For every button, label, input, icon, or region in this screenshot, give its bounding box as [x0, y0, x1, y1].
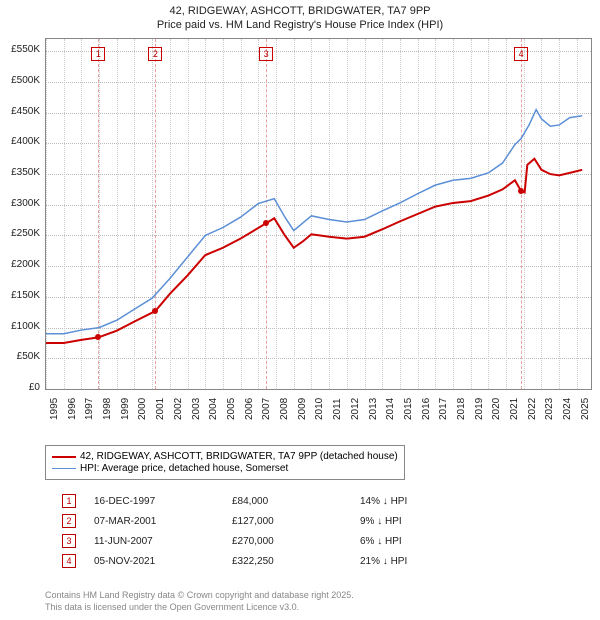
- x-axis-label: 2000: [137, 398, 148, 420]
- sale-date: 07-MAR-2001: [92, 512, 228, 530]
- x-axis-label: 1997: [84, 398, 95, 420]
- x-axis-label: 1996: [67, 398, 78, 420]
- x-axis-label: 2018: [456, 398, 467, 420]
- sale-row-marker: 2: [62, 514, 76, 528]
- x-axis-label: 2024: [562, 398, 573, 420]
- sale-row-marker: 3: [62, 534, 76, 548]
- table-row: 4 05-NOV-2021£322,25021% ↓ HPI: [60, 552, 421, 570]
- x-axis-label: 2010: [314, 398, 325, 420]
- y-axis-label: £300K: [0, 198, 40, 209]
- x-axis-label: 2013: [368, 398, 379, 420]
- y-axis-label: £350K: [0, 167, 40, 178]
- sale-date: 11-JUN-2007: [92, 532, 228, 550]
- x-axis-label: 1995: [49, 398, 60, 420]
- legend-swatch: [52, 456, 76, 458]
- sale-row-marker: 1: [62, 494, 76, 508]
- x-axis-label: 2023: [544, 398, 555, 420]
- chart-title-subtitle: Price paid vs. HM Land Registry's House …: [0, 18, 600, 32]
- legend-item: HPI: Average price, detached house, Some…: [52, 463, 398, 474]
- x-axis-label: 2004: [208, 398, 219, 420]
- x-axis-label: 2006: [244, 398, 255, 420]
- chart-title-address: 42, RIDGEWAY, ASHCOTT, BRIDGWATER, TA7 9…: [0, 4, 600, 18]
- footnote-line-2: This data is licensed under the Open Gov…: [45, 602, 590, 614]
- legend-label: 42, RIDGEWAY, ASHCOTT, BRIDGWATER, TA7 9…: [80, 451, 398, 462]
- sale-delta: 14% ↓ HPI: [358, 492, 421, 510]
- sale-date: 16-DEC-1997: [92, 492, 228, 510]
- sale-date: 05-NOV-2021: [92, 552, 228, 570]
- x-axis-label: 2017: [438, 398, 449, 420]
- x-axis-label: 2002: [173, 398, 184, 420]
- table-row: 3 11-JUN-2007£270,0006% ↓ HPI: [60, 532, 421, 550]
- y-axis-label: £0: [0, 382, 40, 393]
- legend-item: 42, RIDGEWAY, ASHCOTT, BRIDGWATER, TA7 9…: [52, 451, 398, 462]
- x-axis-label: 2014: [385, 398, 396, 420]
- sale-delta: 21% ↓ HPI: [358, 552, 421, 570]
- chart-legend: 42, RIDGEWAY, ASHCOTT, BRIDGWATER, TA7 9…: [45, 445, 405, 480]
- footnote-line-1: Contains HM Land Registry data © Crown c…: [45, 590, 590, 602]
- y-axis-label: £150K: [0, 290, 40, 301]
- legend-swatch: [52, 468, 76, 469]
- sales-table: 1 16-DEC-1997£84,00014% ↓ HPI 2 07-MAR-2001…: [58, 490, 423, 572]
- y-axis-label: £50K: [0, 351, 40, 362]
- x-axis-label: 2005: [226, 398, 237, 420]
- sale-row-marker: 4: [62, 554, 76, 568]
- sale-price: £127,000: [230, 512, 356, 530]
- table-row: 2 07-MAR-2001£127,0009% ↓ HPI: [60, 512, 421, 530]
- x-axis-label: 1998: [102, 398, 113, 420]
- legend-label: HPI: Average price, detached house, Some…: [80, 463, 288, 474]
- x-axis-label: 2011: [332, 398, 343, 420]
- y-axis-label: £550K: [0, 44, 40, 55]
- x-axis-label: 2003: [191, 398, 202, 420]
- y-axis-label: £250K: [0, 228, 40, 239]
- x-axis-label: 2025: [580, 398, 591, 420]
- y-axis-label: £100K: [0, 321, 40, 332]
- x-axis-label: 2012: [350, 398, 361, 420]
- series-property: [46, 159, 582, 343]
- x-axis-label: 2008: [279, 398, 290, 420]
- x-axis-label: 2022: [527, 398, 538, 420]
- y-axis-label: £400K: [0, 136, 40, 147]
- x-axis-label: 2020: [491, 398, 502, 420]
- sale-delta: 6% ↓ HPI: [358, 532, 421, 550]
- x-axis-label: 2021: [509, 398, 520, 420]
- sale-price: £322,250: [230, 552, 356, 570]
- y-axis-label: £200K: [0, 259, 40, 270]
- sale-price: £84,000: [230, 492, 356, 510]
- x-axis-label: 1999: [120, 398, 131, 420]
- table-row: 1 16-DEC-1997£84,00014% ↓ HPI: [60, 492, 421, 510]
- y-axis-label: £450K: [0, 106, 40, 117]
- sale-delta: 9% ↓ HPI: [358, 512, 421, 530]
- x-axis-label: 2001: [155, 398, 166, 420]
- x-axis-label: 2019: [474, 398, 485, 420]
- chart-plot-area: 1234: [45, 38, 592, 390]
- sale-price: £270,000: [230, 532, 356, 550]
- y-axis-label: £500K: [0, 75, 40, 86]
- x-axis-label: 2007: [261, 398, 272, 420]
- x-axis-label: 2009: [297, 398, 308, 420]
- series-hpi: [46, 110, 582, 334]
- x-axis-label: 2016: [421, 398, 432, 420]
- x-axis-label: 2015: [403, 398, 414, 420]
